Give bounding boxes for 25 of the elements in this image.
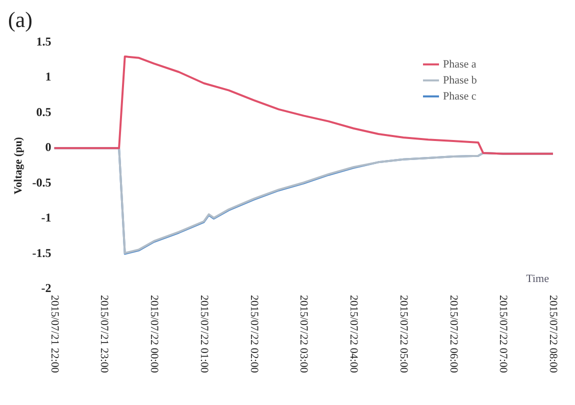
x-tick-label: 2015/07/22 03:00 (298, 295, 310, 374)
x-tick-label: 2015/07/22 05:00 (397, 295, 410, 374)
x-tick-label: 2015/07/22 06:00 (447, 295, 460, 374)
y-tick-label: -1 (41, 210, 52, 225)
y-tick-label: 1 (45, 70, 52, 84)
y-tick-label: 0 (45, 140, 52, 154)
x-tick-label: 2015/07/21 23:00 (98, 295, 110, 374)
x-tick-label: 2015/07/22 00:00 (148, 295, 160, 374)
y-tick-label: -1.5 (32, 246, 52, 260)
y-tick-label: -0.5 (32, 175, 52, 190)
y-axis-title: Voltage (pu) (12, 136, 24, 194)
x-axis-title: Time (526, 273, 549, 285)
y-tick-label: 0.5 (36, 104, 52, 119)
legend-label: Phase b (443, 74, 478, 86)
x-tick-label: 2015/07/22 04:00 (348, 295, 360, 374)
x-tick-label: 2015/07/21 22:00 (48, 295, 60, 374)
x-tick-label: 2015/07/22 01:00 (198, 295, 210, 374)
x-tick-label: 2015/07/22 07:00 (497, 295, 510, 374)
legend-label: Phase c (443, 90, 476, 102)
y-tick-label: 1.5 (36, 34, 52, 48)
x-tick-label: 2015/07/22 02:00 (248, 295, 260, 374)
x-tick-label: 2015/07/22 08:00 (547, 295, 560, 374)
legend-label: Phase a (443, 58, 476, 70)
chart-title: (a) (8, 6, 32, 32)
y-tick-label: -2 (41, 281, 52, 296)
